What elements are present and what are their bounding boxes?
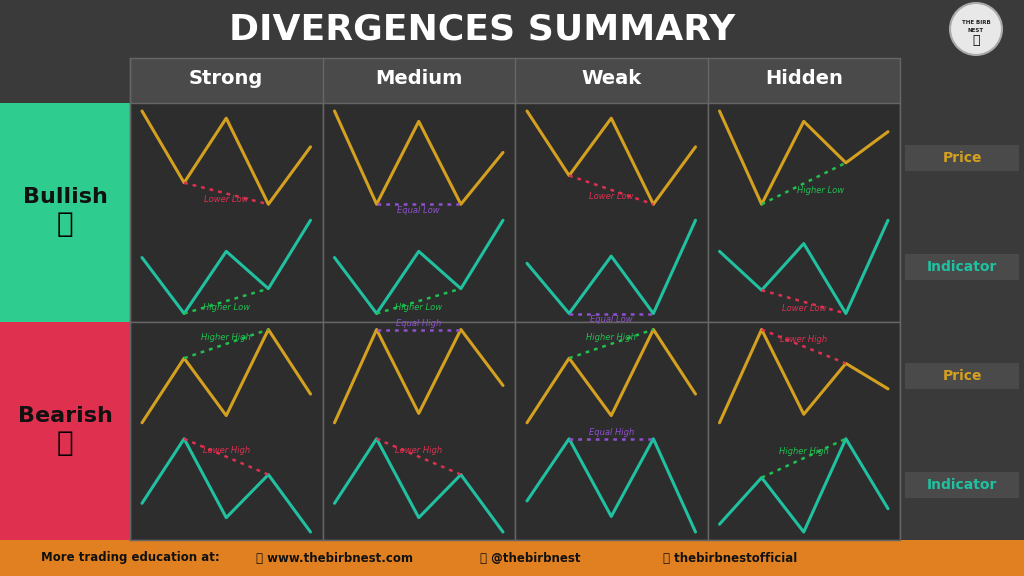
Text: Lower High: Lower High [203,446,250,454]
Text: Weak: Weak [582,69,641,88]
Text: NEST: NEST [968,28,984,33]
Text: DIVERGENCES SUMMARY: DIVERGENCES SUMMARY [229,12,735,46]
Bar [130,58,900,103]
Bar [324,104,514,320]
Text: Lower High: Lower High [780,335,827,344]
Text: 🐻: 🐻 [56,429,74,457]
Text: Higher High: Higher High [202,333,251,342]
Text: 🐂: 🐂 [56,210,74,238]
Bar [131,323,322,539]
Bar [0,540,1024,576]
Text: Higher Low: Higher Low [395,303,442,312]
Text: Higher Low: Higher Low [203,303,250,312]
Bar [324,323,514,539]
Bar [905,472,1019,498]
Text: Lower Low: Lower Low [781,304,826,313]
Bar [131,104,322,320]
Bar [130,58,900,540]
Text: Bearish: Bearish [17,406,113,426]
Text: Price: Price [942,369,982,383]
Text: Bullish: Bullish [23,187,108,207]
Text: Equal Low: Equal Low [397,206,440,215]
Bar [905,363,1019,389]
Bar [905,254,1019,280]
Text: Lower Low: Lower Low [589,192,634,201]
Text: Price: Price [942,151,982,165]
Text: More trading education at:: More trading education at: [41,551,219,564]
Text: Higher High: Higher High [587,333,636,342]
Text: Higher Low: Higher Low [797,185,844,195]
Bar [516,323,707,539]
Text: 🐦 @thebirbnest: 🐦 @thebirbnest [480,551,581,564]
Bar [0,321,130,540]
Bar [905,145,1019,170]
Text: Strong: Strong [189,69,263,88]
Bar [709,104,899,320]
Text: 🦅: 🦅 [972,33,980,47]
Text: Equal High: Equal High [396,319,441,328]
Text: Indicator: Indicator [927,260,997,274]
Bar [0,103,130,321]
Text: Higher High: Higher High [779,447,828,456]
Text: Medium: Medium [375,69,463,88]
Circle shape [950,3,1002,55]
Text: THE BIRB: THE BIRB [962,20,990,25]
Bar [516,104,707,320]
Text: Lower Low: Lower Low [204,195,249,204]
Text: Equal Low: Equal Low [590,316,633,324]
Text: Indicator: Indicator [927,479,997,492]
Text: 🔗 www.thebirbnest.com: 🔗 www.thebirbnest.com [256,551,414,564]
Text: Lower High: Lower High [395,446,442,454]
Bar [709,323,899,539]
Text: Hidden: Hidden [765,69,843,88]
Text: 📷 thebirbnestofficial: 📷 thebirbnestofficial [663,551,797,564]
Text: Equal High: Equal High [589,428,634,437]
